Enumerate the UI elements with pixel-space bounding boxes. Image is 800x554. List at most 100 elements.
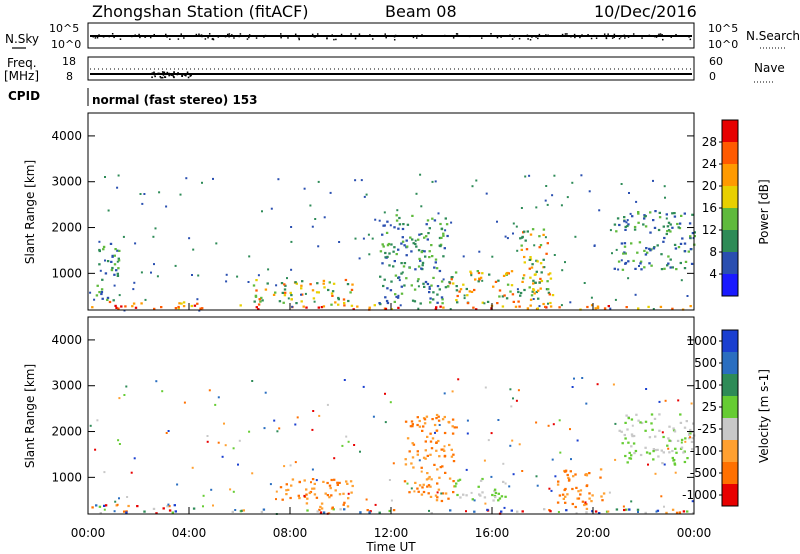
data-cell [558,419,561,422]
data-cell [165,432,168,434]
data-cell [650,422,653,425]
data-cell [403,480,407,483]
data-cell [267,268,270,271]
data-cell [422,456,426,459]
data-cell [515,399,518,402]
data-cell [330,303,333,306]
data-cell [598,512,601,515]
data-cell [91,506,94,509]
data-cell [117,307,120,310]
data-cell [537,297,540,300]
data-cell [441,465,444,468]
data-cell [338,481,341,484]
data-cell [620,259,623,262]
data-cell [630,418,634,421]
data-cell [429,297,432,300]
data-cell [435,441,438,444]
data-cell [312,410,315,412]
data-cell [440,499,444,503]
data-cell [585,473,588,476]
data-cell [102,248,105,251]
data-cell [417,249,421,252]
data-cell [134,306,138,309]
data-cell [131,305,134,308]
data-cell [279,486,283,489]
data-cell [630,445,633,448]
data-cell [562,497,565,500]
data-cell [428,287,431,290]
data-cell [466,302,470,305]
data-cell [599,476,602,479]
data-cell [509,290,512,293]
data-cell [427,232,430,235]
data-cell [425,223,428,226]
nave-point [181,75,184,77]
data-cell [114,304,117,307]
data-cell [143,510,146,513]
data-cell [551,458,554,461]
data-cell [673,212,676,215]
data-cell [469,270,472,273]
data-cell [397,276,401,279]
data-cell [114,248,117,251]
data-cell [140,271,143,274]
data-cell [436,293,439,296]
nsky-label: N.Sky [5,32,39,46]
data-cell [549,301,552,305]
data-cell [648,452,652,455]
data-cell [296,416,299,419]
nsky-point [153,33,155,36]
data-cell [323,216,326,219]
data-cell [585,474,589,477]
data-cell [683,212,686,215]
data-cell [426,454,429,457]
data-cell [535,421,538,424]
nsky-point [573,33,576,36]
data-cell [174,510,177,513]
data-cell [651,428,654,431]
data-cell [381,243,384,246]
data-cell [282,301,285,304]
data-cell [238,439,241,442]
data-cell [571,386,574,388]
data-cell [446,234,449,238]
data-cell [313,487,316,490]
data-cell [452,491,455,494]
data-cell [454,271,458,274]
data-cell [520,207,523,209]
data-cell [210,488,213,491]
data-cell [512,300,515,303]
data-cell [481,477,484,481]
data-cell [538,246,541,249]
nave-point [160,76,162,79]
data-cell [542,228,546,231]
data-cell [436,496,439,499]
data-cell [398,279,401,282]
data-cell [618,223,621,227]
nsky-point [607,33,609,35]
data-cell [505,297,509,300]
data-cell [431,418,434,421]
beam-label: Beam 08 [385,2,457,21]
data-cell [691,448,694,451]
data-cell [427,492,430,495]
nsky-point [509,34,511,37]
data-cell [155,512,158,515]
data-cell [689,236,692,239]
data-cell [393,300,396,303]
data-cell [198,309,201,312]
data-cell [679,447,683,450]
nsky-point [287,37,289,39]
data-cell [441,298,444,301]
data-cell [398,216,401,220]
data-cell [426,219,430,222]
data-cell [648,262,651,265]
data-cell [620,430,623,433]
data-cell [141,202,144,205]
data-cell [428,227,431,230]
data-cell [669,266,672,269]
nsky-point [311,33,314,36]
data-cell [662,435,665,439]
data-cell [176,483,179,486]
